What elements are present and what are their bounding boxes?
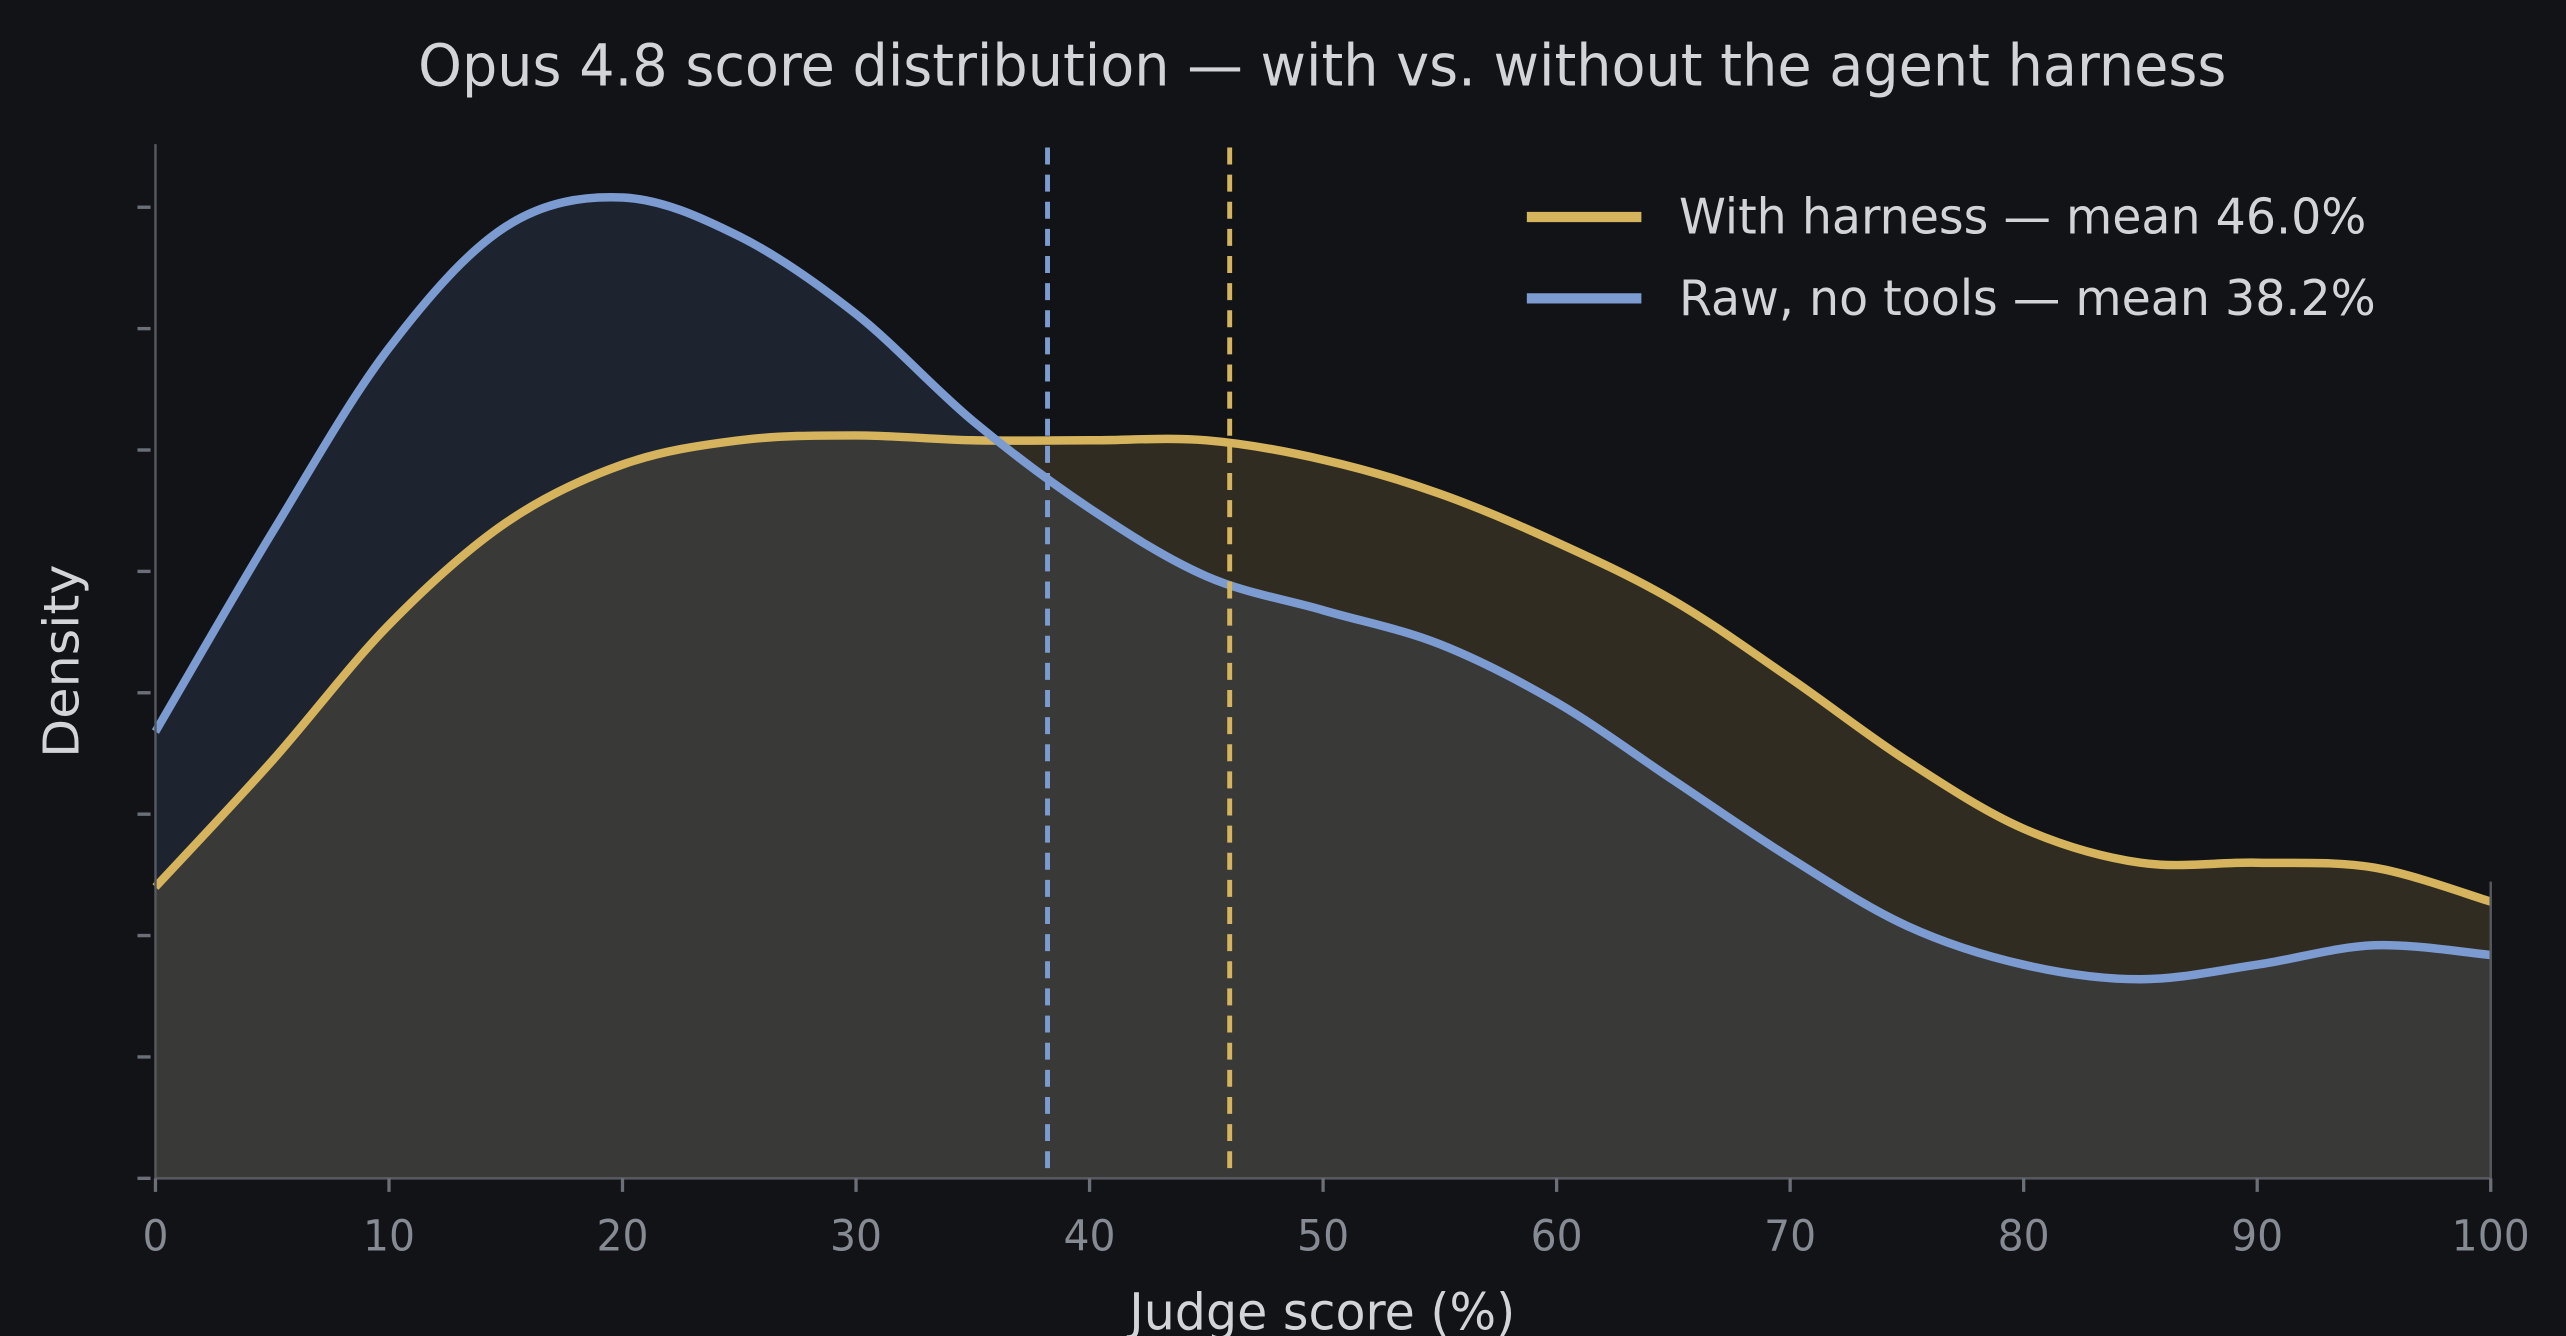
x-axis-label: Judge score (%) — [1126, 1283, 1515, 1336]
chart-title: Opus 4.8 score distribution — with vs. w… — [418, 32, 2226, 99]
x-tick-label: 60 — [1531, 1211, 1583, 1261]
legend-label: With harness — mean 46.0% — [1679, 189, 2366, 246]
x-tick-label: 50 — [1297, 1211, 1349, 1261]
x-tick-label: 30 — [830, 1211, 882, 1261]
density-line — [151, 193, 2492, 984]
x-tick-label: 0 — [142, 1211, 168, 1261]
density-line — [152, 431, 2492, 906]
x-tick-label: 70 — [1764, 1211, 1816, 1261]
x-tick-label: 40 — [1064, 1211, 1116, 1261]
x-tick-label: 80 — [1998, 1211, 2050, 1261]
x-tick-label: 10 — [363, 1211, 415, 1261]
x-tick-label: 100 — [2452, 1211, 2530, 1261]
x-tick-label: 90 — [2231, 1211, 2283, 1261]
density-area — [155, 435, 2491, 1179]
x-tick-label: 20 — [596, 1211, 648, 1261]
y-axis-label: Density — [34, 565, 91, 758]
legend-label: Raw, no tools — mean 38.2% — [1679, 270, 2376, 327]
